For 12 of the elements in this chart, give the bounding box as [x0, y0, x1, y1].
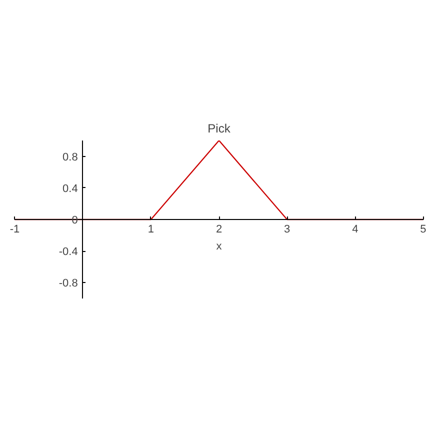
x-tick-label: 3: [284, 224, 290, 236]
x-axis-title: x: [216, 240, 222, 252]
x-tick-label: 4: [352, 224, 358, 236]
x-tick-label: -1: [10, 224, 20, 236]
x-tick-label: 5: [420, 224, 426, 236]
y-tick-label: 0.4: [62, 182, 78, 195]
x-tick-label: 2: [216, 224, 222, 236]
y-tick-label: -0.8: [58, 278, 78, 290]
y-tick-label: 0.8: [62, 151, 78, 164]
x-tick-label: 1: [148, 224, 154, 236]
chart-title: Pick: [208, 122, 232, 136]
y-tick-label: -0.4: [58, 246, 78, 258]
